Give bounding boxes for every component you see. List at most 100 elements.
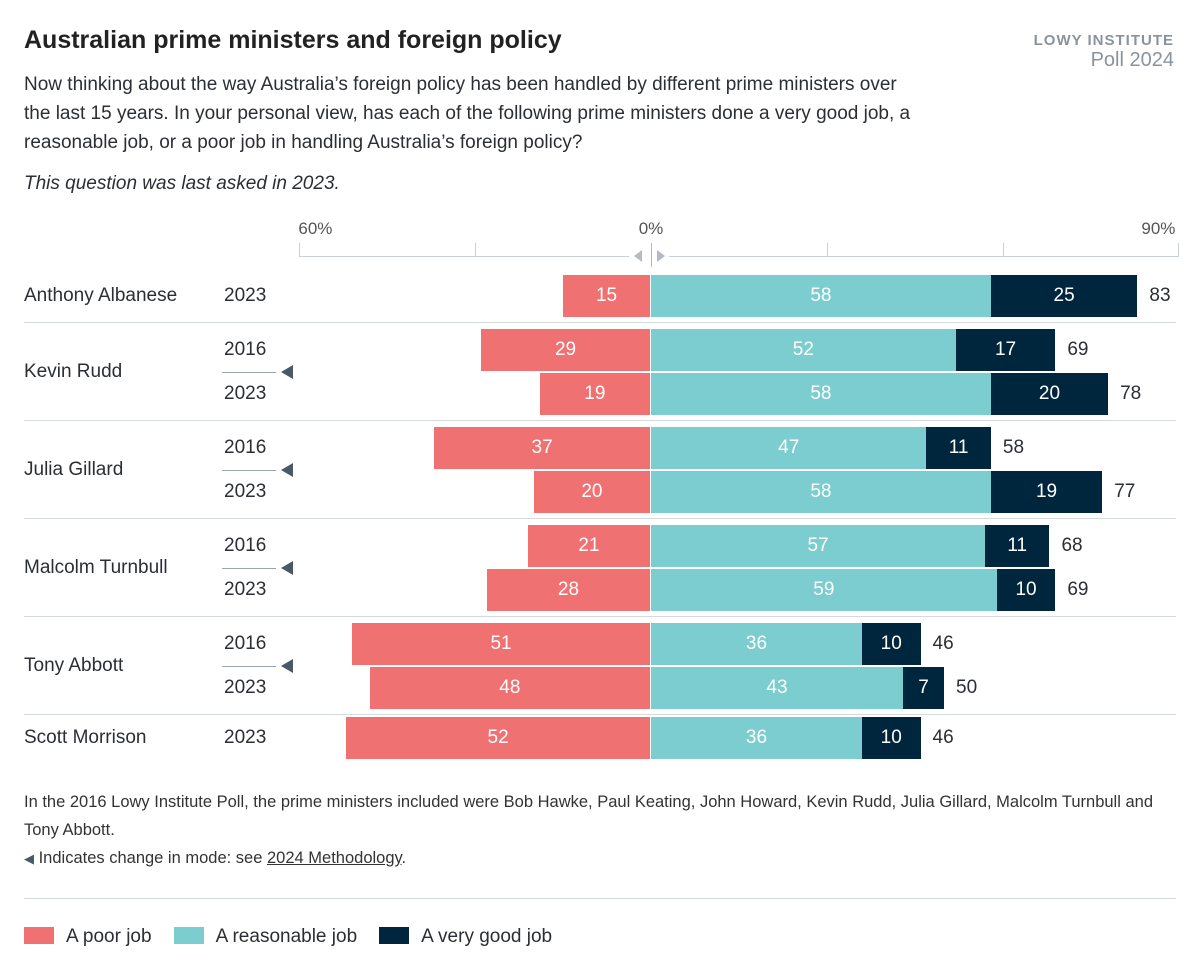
bar-total-label: 46: [932, 633, 954, 654]
pm-name: Kevin Rudd: [24, 361, 123, 382]
bar-very-good: 11: [985, 525, 1050, 567]
bar-very-good: 10: [996, 569, 1056, 611]
bar-poor: 29: [481, 329, 651, 371]
legend-poor: A poor job: [24, 926, 152, 948]
group-separator: [24, 518, 1176, 519]
bar-total-label: 77: [1114, 481, 1136, 502]
axis-right-arrow-icon: [657, 250, 665, 262]
bar-very-good: 17: [955, 329, 1056, 371]
mode-divider: [222, 666, 276, 667]
bar-reasonable: 58: [651, 373, 991, 415]
bar-poor: 37: [434, 427, 651, 469]
bar-poor: 20: [533, 471, 651, 513]
legend-swatch-very-good: [379, 927, 410, 944]
brand-name: LOWY INSTITUTE: [1033, 32, 1174, 49]
bar-poor: 48: [369, 667, 651, 709]
row-year: 2023: [224, 677, 267, 698]
chart-note: This question was last asked in 2023.: [24, 173, 340, 194]
bar-very-good: 10: [861, 623, 921, 665]
row-year: 2023: [224, 579, 267, 600]
axis-tick: [475, 243, 477, 257]
bar-very-good: 11: [926, 427, 991, 469]
bar-total-label: 68: [1061, 535, 1083, 556]
bar-total-label: 50: [956, 677, 978, 698]
pm-name: Scott Morrison: [24, 727, 147, 748]
mode-change-icon: [281, 561, 293, 575]
bar-poor: 19: [539, 373, 651, 415]
bar-very-good: 20: [990, 373, 1109, 415]
axis-line: [299, 256, 629, 257]
footnote-text: In the 2016 Lowy Institute Poll, the pri…: [24, 793, 1153, 839]
mode-note: ◀ Indicates change in mode: see 2024 Met…: [24, 844, 1174, 873]
pm-name: Julia Gillard: [24, 459, 124, 480]
row-year: 2016: [224, 535, 267, 556]
legend-reasonable: A reasonable job: [173, 926, 358, 948]
axis-tick: [299, 243, 301, 257]
legend-label: A very good job: [421, 926, 553, 947]
row-year: 2016: [224, 339, 267, 360]
bar-total-label: 69: [1067, 339, 1089, 360]
legend: A poor job A reasonable job A very good …: [24, 926, 552, 948]
legend-label: A poor job: [66, 926, 152, 947]
row-year: 2023: [224, 383, 267, 404]
bar-reasonable: 58: [651, 275, 991, 317]
bar-reasonable: 52: [651, 329, 956, 371]
mode-divider: [222, 372, 276, 373]
mode-change-icon: [281, 659, 293, 673]
bar-total-label: 46: [932, 727, 954, 748]
pm-name: Anthony Albanese: [24, 285, 178, 306]
axis-left-arrow-icon: [634, 250, 642, 262]
bar-poor: 52: [346, 717, 651, 759]
row-year: 2016: [224, 633, 267, 654]
mode-change-icon: ◀: [24, 851, 34, 866]
bar-poor: 21: [527, 525, 651, 567]
bar-very-good: 10: [861, 717, 921, 759]
axis-zero-line: [651, 243, 652, 267]
axis-tick: [1002, 243, 1004, 257]
tick-label: 60%: [298, 219, 333, 238]
row-year: 2023: [224, 285, 267, 306]
group-separator: [24, 616, 1176, 617]
methodology-link[interactable]: 2024 Methodology: [267, 849, 402, 867]
chart-subtitle: Now thinking about the way Australia’s f…: [24, 74, 911, 153]
legend-swatch-reasonable: [173, 927, 204, 944]
axis-tick: [826, 243, 828, 257]
legend-very-good: A very good job: [379, 926, 552, 948]
group-separator: [24, 322, 1176, 323]
legend-swatch-poor: [24, 927, 54, 944]
divider: [24, 898, 1176, 899]
bar-reasonable: 59: [651, 569, 997, 611]
bar-very-good: 19: [990, 471, 1103, 513]
bar-total-label: 69: [1067, 579, 1089, 600]
mode-divider: [222, 568, 276, 569]
bar-total-label: 83: [1149, 285, 1171, 306]
axis-line: [669, 256, 1179, 257]
mode-note-end: .: [401, 849, 407, 867]
bar-total-label: 58: [1002, 437, 1025, 458]
tick-label: 90%: [1141, 219, 1176, 238]
footnote: In the 2016 Lowy Institute Poll, the pri…: [24, 788, 1174, 873]
axis-tick: [1178, 243, 1180, 257]
group-separator: [24, 420, 1176, 421]
bar-total-label: 78: [1120, 383, 1142, 404]
row-year: 2023: [224, 481, 267, 502]
pm-name: Tony Abbott: [24, 655, 124, 676]
mode-divider: [222, 470, 276, 471]
bar-reasonable: 57: [651, 525, 986, 567]
row-year: 2016: [224, 437, 267, 458]
bar-poor: 15: [563, 275, 651, 317]
pm-name: Malcolm Turnbull: [24, 557, 168, 578]
bar-reasonable: 36: [651, 717, 862, 759]
bar-reasonable: 58: [651, 471, 991, 513]
group-separator: [24, 714, 1176, 715]
bar-reasonable: 43: [651, 667, 903, 709]
mode-change-icon: [281, 365, 293, 379]
bar-very-good: 7: [902, 667, 944, 709]
bar-reasonable: 36: [651, 623, 862, 665]
bar-reasonable: 47: [651, 427, 927, 469]
tick-label: 0%: [638, 219, 664, 238]
legend-label: A reasonable job: [215, 926, 358, 947]
row-year: 2023: [224, 727, 267, 748]
bar-poor: 28: [486, 569, 651, 611]
brand-poll: Poll 2024: [1090, 49, 1174, 71]
